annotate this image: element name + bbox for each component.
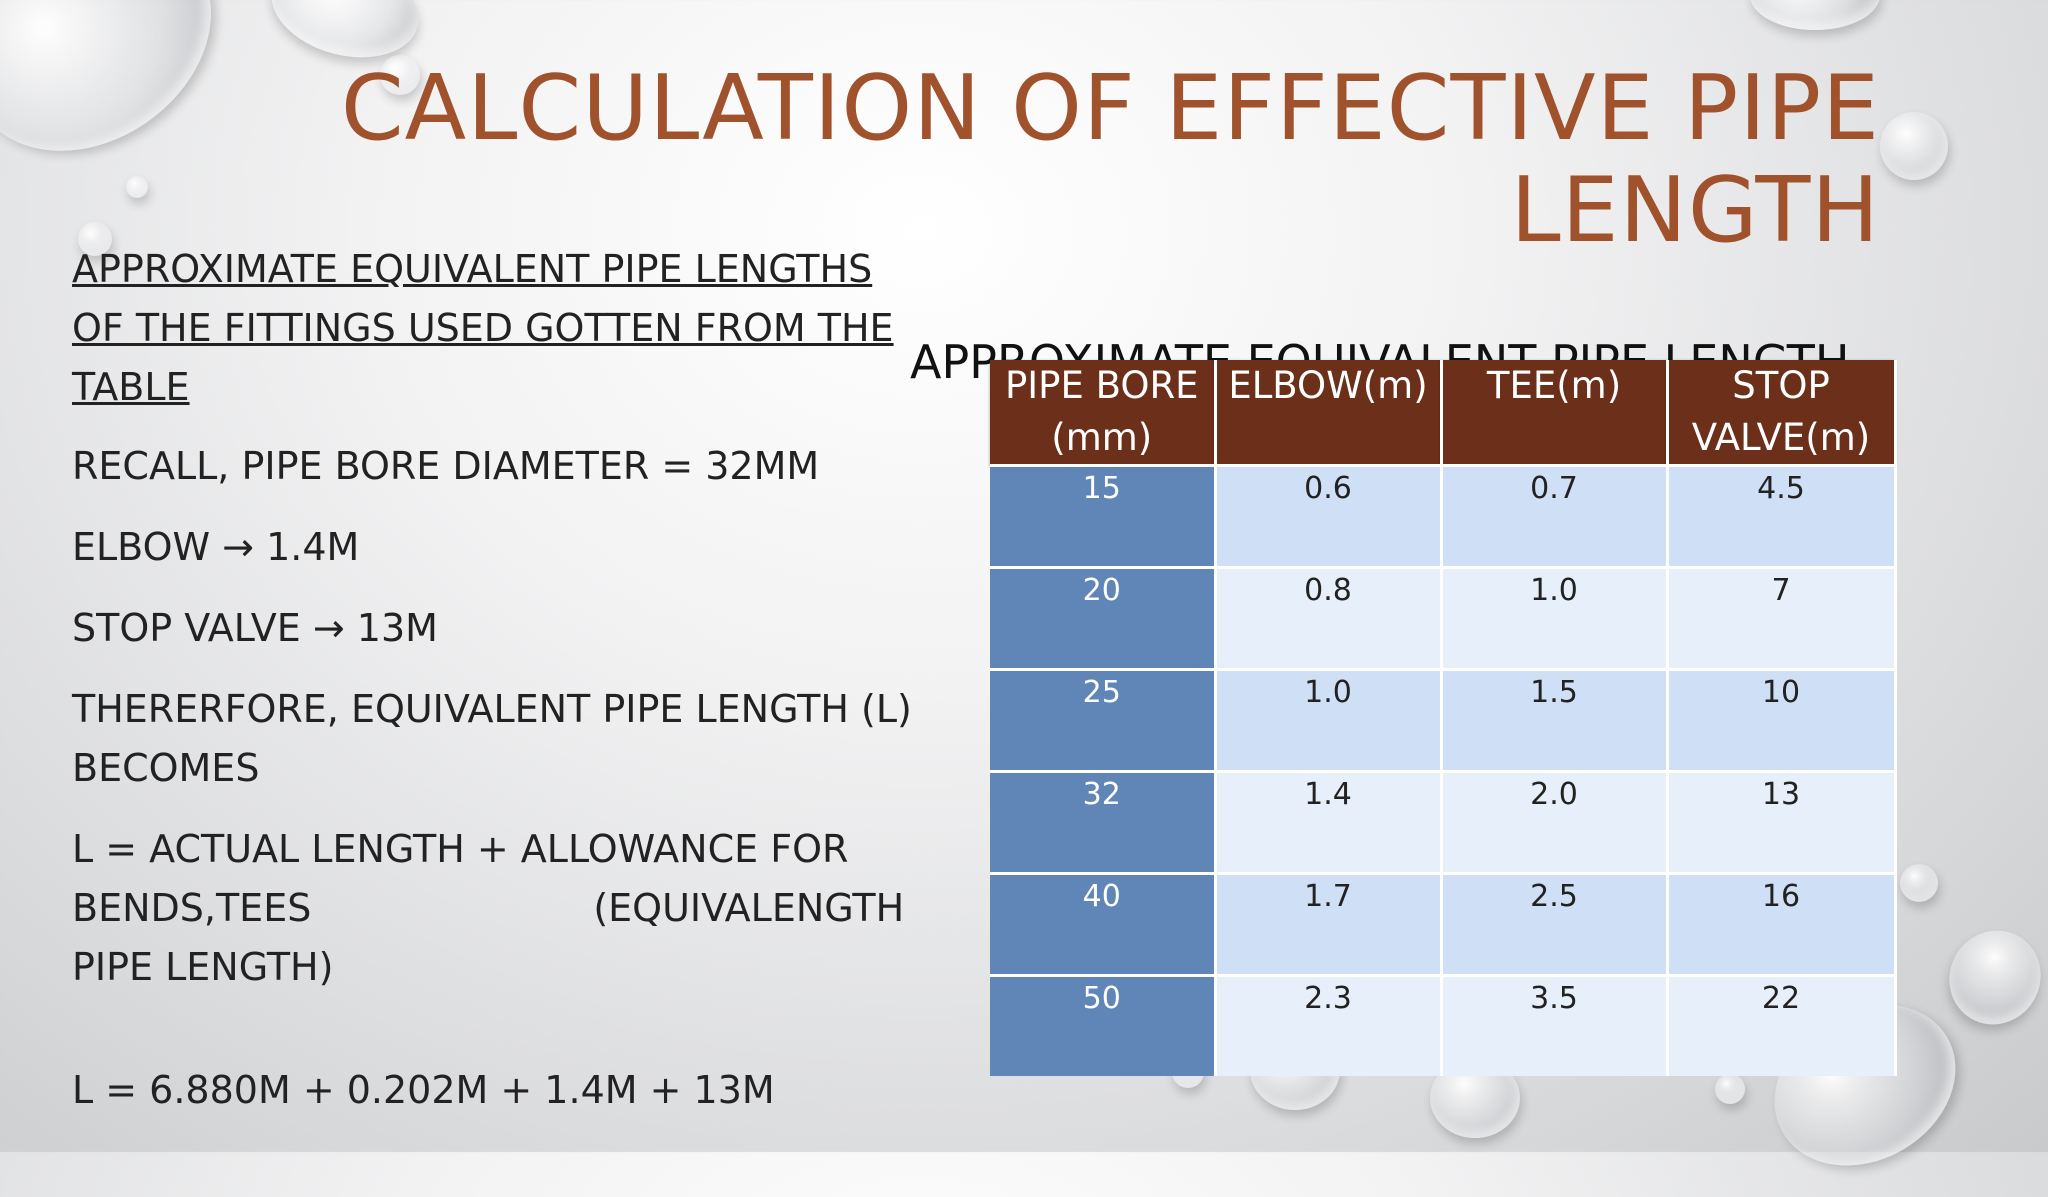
- water-droplet-decoration: [126, 176, 148, 198]
- cell-tee: 2.5: [1441, 872, 1669, 976]
- cell-elbow: 1.4: [1215, 770, 1443, 874]
- header-pipe-bore: PIPE BORE (mm): [990, 360, 1217, 466]
- formula-line-1: L = ACTUAL LENGTH + ALLOWANCE FOR: [72, 827, 849, 871]
- cell-bore: 20: [990, 566, 1217, 670]
- cell-bore: 32: [990, 770, 1217, 874]
- water-droplet-decoration: [1880, 112, 1948, 180]
- recall-line: RECALL, PIPE BORE DIAMETER = 32MM: [72, 444, 820, 488]
- cell-stop-valve: 22: [1667, 974, 1897, 1076]
- table-row: 32 1.4 2.0 13: [990, 770, 1897, 874]
- cell-elbow: 0.8: [1215, 566, 1443, 670]
- water-droplet-decoration: [78, 222, 112, 256]
- therefore-line: THERERFORE, EQUIVALENT PIPE LENGTH (L) B…: [72, 687, 912, 790]
- calculation-line: L = 6.880M + 0.202M + 1.4M + 13M: [72, 1068, 775, 1112]
- water-droplet-decoration: [0, 0, 254, 197]
- fittings-heading: APPROXIMATE EQUIVALENT PIPE LENGTHS OF T…: [72, 247, 894, 409]
- cell-tee: 0.7: [1441, 464, 1669, 568]
- cell-bore: 50: [990, 974, 1217, 1076]
- table-row: 15 0.6 0.7 4.5: [990, 464, 1897, 568]
- formula-bends-tees: BENDS,TEES: [72, 886, 312, 930]
- cell-elbow: 1.0: [1215, 668, 1443, 772]
- elbow-line: ELBOW → 1.4M: [72, 525, 360, 569]
- formula-line-3: PIPE LENGTH): [72, 945, 334, 989]
- cell-tee: 2.0: [1441, 770, 1669, 874]
- water-droplet-decoration: [1900, 864, 1938, 902]
- water-droplet-decoration: [380, 55, 420, 95]
- cell-tee: 1.0: [1441, 566, 1669, 670]
- water-droplet-decoration: [1715, 1074, 1745, 1104]
- header-stop-valve: STOP VALVE(m): [1667, 360, 1897, 466]
- water-droplet-decoration: [1750, 0, 1880, 30]
- cell-stop-valve: 16: [1667, 872, 1897, 976]
- cell-bore: 15: [990, 464, 1217, 568]
- cell-stop-valve: 13: [1667, 770, 1897, 874]
- cell-elbow: 1.7: [1215, 872, 1443, 976]
- slide-title: CALCULATION OF EFFECTIVE PIPE LENGTH: [340, 56, 1880, 263]
- cell-stop-valve: 4.5: [1667, 464, 1897, 568]
- cell-stop-valve: 10: [1667, 668, 1897, 772]
- cell-tee: 1.5: [1441, 668, 1669, 772]
- cell-stop-valve: 7: [1667, 566, 1897, 670]
- table-header-row: PIPE BORE (mm) ELBOW(m) TEE(m) STOP VALV…: [990, 360, 1897, 466]
- cell-bore: 25: [990, 668, 1217, 772]
- cell-elbow: 2.3: [1215, 974, 1443, 1076]
- cell-bore: 40: [990, 872, 1217, 976]
- header-elbow: ELBOW(m): [1215, 360, 1443, 466]
- formula-line-2: BENDS,TEES (EQUIVALENGTH: [72, 879, 932, 938]
- table-row: 20 0.8 1.0 7: [990, 566, 1897, 670]
- table-row: 25 1.0 1.5 10: [990, 668, 1897, 772]
- cell-tee: 3.5: [1441, 974, 1669, 1076]
- stop-valve-line: STOP VALVE → 13M: [72, 606, 438, 650]
- table-row: 50 2.3 3.5 22: [990, 974, 1897, 1076]
- formula-equivalength: (EQUIVALENGTH: [593, 886, 905, 930]
- cell-elbow: 0.6: [1215, 464, 1443, 568]
- table-row: 40 1.7 2.5 16: [990, 872, 1897, 976]
- header-tee: TEE(m): [1441, 360, 1669, 466]
- water-droplet-decoration: [1932, 913, 2048, 1042]
- left-text-block: APPROXIMATE EQUIVALENT PIPE LENGTHS OF T…: [72, 240, 932, 1120]
- equivalent-length-table: PIPE BORE (mm) ELBOW(m) TEE(m) STOP VALV…: [990, 360, 1897, 1076]
